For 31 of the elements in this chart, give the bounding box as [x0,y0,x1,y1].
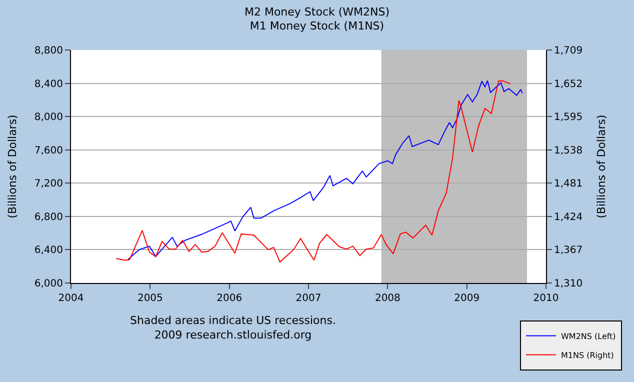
y-tick-label: 6,800 [34,212,63,223]
chart-title: M2 Money Stock (WM2NS) [244,5,390,18]
y-tick-label: 6,000 [34,278,63,290]
legend-label: M1NS (Right) [561,350,614,360]
x-tick-label: 2009 [454,293,480,304]
y-tick-label: 8,400 [34,78,63,90]
text: Shaded areas indicate US recessions. [130,314,336,327]
y2-tick-label: 1,310 [554,278,583,290]
y2-tick-label: 1,538 [554,145,583,156]
x-tick-label: 2010 [533,293,559,304]
legend-label: WM2NS (Left) [561,332,616,341]
x-tick-label: 2004 [58,293,84,304]
x-tick-label: 2005 [137,293,163,304]
y2-tick-label: 1,595 [554,112,583,124]
y-tick-label: 6,400 [34,245,63,256]
y-tick-label: 7,200 [34,178,63,190]
x-tick-label: 2008 [374,293,400,304]
x-tick-label: 2007 [296,293,322,304]
y2-tick-label: 1,424 [554,212,583,223]
y-tick-label: 8,000 [34,112,63,124]
chart-subtitle: M1 Money Stock (M1NS) [250,20,384,33]
y2-tick-label: 1,481 [554,178,583,190]
x-tick-label: 2006 [216,293,242,304]
text: 2009 research.stlouisfed.org [154,328,312,342]
y-tick-label: 8,800 [34,46,63,56]
y2-tick-label: 1,652 [554,78,583,90]
y2-tick-label: 1,367 [554,245,583,256]
y-tick-label: 7,600 [34,145,63,156]
y2-axis-title: (Billions of Dollars) [594,114,608,218]
y-axis-title: (Billions of Dollars) [6,114,20,218]
y2-tick-label: 1,709 [554,46,583,56]
